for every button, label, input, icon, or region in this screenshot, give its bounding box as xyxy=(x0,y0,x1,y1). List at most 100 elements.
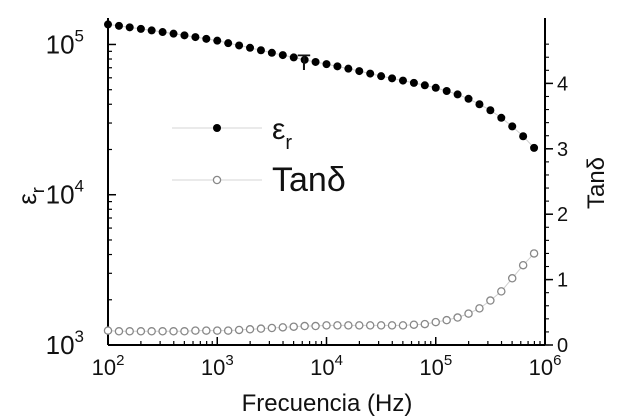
left-y-axis-label: εr xyxy=(12,187,48,205)
data-point xyxy=(213,37,221,45)
legend-marker xyxy=(213,176,220,183)
data-point xyxy=(148,328,155,335)
data-point xyxy=(170,328,177,335)
data-point xyxy=(290,323,297,330)
right-y-tick-label: 1 xyxy=(557,270,568,292)
data-point xyxy=(344,65,352,73)
data-point xyxy=(148,26,156,34)
legend-label: εr xyxy=(272,113,292,154)
x-tick-label: 105 xyxy=(419,352,452,380)
data-point xyxy=(355,67,363,75)
data-point xyxy=(137,328,144,335)
data-point xyxy=(399,77,407,85)
data-point xyxy=(509,275,516,282)
left-y-tick-label: 105 xyxy=(46,26,84,59)
right-y-tick-label: 4 xyxy=(557,73,568,95)
data-point xyxy=(443,317,450,324)
data-point xyxy=(334,322,341,329)
data-point xyxy=(530,250,537,257)
data-point xyxy=(137,25,145,33)
data-point xyxy=(126,328,133,335)
data-point xyxy=(497,114,505,122)
series-tan-delta xyxy=(104,250,537,335)
data-point xyxy=(388,74,396,82)
legend-item: εr xyxy=(172,113,292,154)
data-point xyxy=(421,81,429,89)
data-point xyxy=(323,322,330,329)
data-point xyxy=(333,62,341,70)
data-point xyxy=(519,132,527,140)
data-point xyxy=(268,49,276,57)
data-point xyxy=(377,72,385,80)
x-tick-label: 103 xyxy=(201,352,234,380)
data-point xyxy=(180,31,188,39)
data-point xyxy=(475,100,483,108)
data-point xyxy=(432,84,440,92)
x-tick-label: 104 xyxy=(310,352,343,380)
data-point xyxy=(367,322,374,329)
data-point xyxy=(246,44,254,52)
data-point xyxy=(508,122,516,130)
data-point xyxy=(378,322,385,329)
data-point xyxy=(279,324,286,331)
x-axis-label: Frecuencia (Hz) xyxy=(242,390,413,417)
data-point xyxy=(356,322,363,329)
data-point xyxy=(236,326,243,333)
data-point xyxy=(487,297,494,304)
data-point xyxy=(312,322,319,329)
data-point xyxy=(388,322,395,329)
data-point xyxy=(202,35,210,43)
data-point xyxy=(268,324,275,331)
legend-item: Tanδ xyxy=(172,161,346,199)
data-point xyxy=(235,41,243,49)
data-point xyxy=(115,328,122,335)
data-point xyxy=(279,51,287,59)
data-point xyxy=(214,327,221,334)
data-point xyxy=(312,58,320,66)
data-point xyxy=(530,144,538,152)
series-epsilon-r xyxy=(104,20,538,151)
left-y-tick-label: 103 xyxy=(46,327,84,360)
annotation-label: T xyxy=(297,50,310,75)
data-point xyxy=(476,305,483,312)
data-point xyxy=(115,22,123,30)
series-line xyxy=(108,24,534,147)
data-point xyxy=(465,310,472,317)
legend-marker xyxy=(213,124,221,132)
right-y-tick-label: 3 xyxy=(557,139,568,161)
data-point xyxy=(345,322,352,329)
right-y-tick-label: 2 xyxy=(557,204,568,226)
data-point xyxy=(323,60,331,68)
data-point xyxy=(399,322,406,329)
data-point xyxy=(104,327,111,334)
right-y-axis-label: Tanδ xyxy=(583,157,610,209)
data-point xyxy=(410,79,418,87)
data-point xyxy=(410,321,417,328)
data-point xyxy=(454,90,462,98)
x-tick-label: 102 xyxy=(92,352,125,380)
legend-label: Tanδ xyxy=(272,161,346,199)
data-point xyxy=(246,326,253,333)
data-point xyxy=(224,39,232,47)
series-line xyxy=(108,253,534,331)
data-point xyxy=(192,327,199,334)
data-point xyxy=(257,325,264,332)
data-point xyxy=(498,288,505,295)
data-point xyxy=(301,322,308,329)
data-point xyxy=(159,328,166,335)
data-point xyxy=(203,327,210,334)
data-point xyxy=(104,20,112,28)
right-y-tick-label: 0 xyxy=(557,335,568,357)
data-point xyxy=(432,319,439,326)
data-point xyxy=(421,320,428,327)
data-point xyxy=(126,23,134,31)
data-point xyxy=(225,327,232,334)
data-point xyxy=(181,328,188,335)
legend: εr Tanδ xyxy=(172,113,346,199)
left-y-tick-label: 104 xyxy=(46,177,84,210)
data-point xyxy=(454,314,461,321)
data-point xyxy=(159,28,167,36)
data-point xyxy=(486,106,494,114)
data-point xyxy=(465,95,473,103)
